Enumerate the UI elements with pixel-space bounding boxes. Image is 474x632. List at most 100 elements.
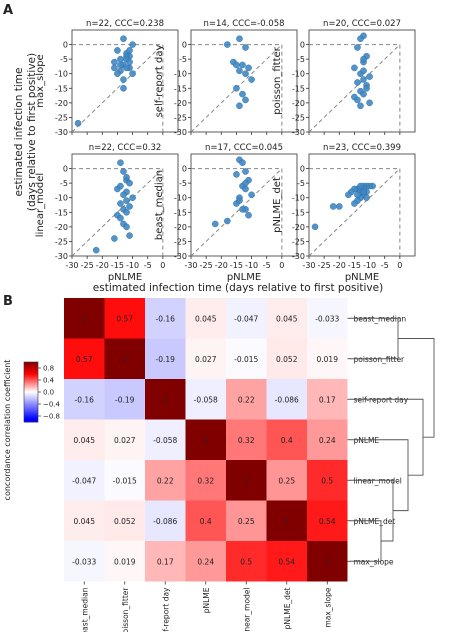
- colorbar-segment: [24, 373, 38, 375]
- heatmap-cell-label: 0.027: [195, 355, 217, 364]
- data-point: [126, 58, 133, 66]
- data-point: [245, 211, 252, 219]
- data-point: [123, 197, 130, 204]
- data-point: [239, 90, 246, 98]
- heatmap-cell: [64, 500, 105, 541]
- y-tick-label: -10: [292, 194, 305, 203]
- heatmap-cell-label: -0.033: [72, 557, 96, 566]
- heatmap-cell: [307, 460, 348, 501]
- heatmap-col-label: self-report day: [161, 587, 170, 632]
- y-tick-label: -15: [174, 84, 187, 93]
- heatmap-cell: [185, 298, 226, 339]
- colorbar-segment: [24, 397, 38, 399]
- heatmap-cell: [266, 460, 307, 501]
- heatmap-cell-label: 0.052: [276, 355, 298, 364]
- y-tick-label: -30: [292, 128, 305, 137]
- data-point: [233, 84, 240, 92]
- heatmap-row-label: pNLME_det: [354, 517, 396, 526]
- x-tick-label: -15: [348, 261, 361, 270]
- y-tick-label: -30: [55, 128, 68, 137]
- scatter-subplot-linear_model: n=22, CCC=0.32linear_model0-5-10-15-20-2…: [35, 143, 179, 283]
- data-point: [248, 76, 255, 83]
- y-tick-label: -20: [292, 99, 305, 108]
- heatmap-cell: [145, 379, 186, 420]
- colorbar-segment: [24, 383, 38, 385]
- identity-line: [190, 168, 283, 257]
- subplot-ylabel: poisson_fitter: [272, 46, 283, 114]
- heatmap-col-label: pNLME: [202, 587, 211, 613]
- y-tick-label: 0: [182, 165, 187, 174]
- data-point: [239, 159, 246, 167]
- colorbar-tick-label: 0.8: [43, 365, 54, 373]
- heatmap-cell-label: 0.019: [317, 355, 339, 364]
- heatmap-cell-label: 0.045: [74, 436, 96, 445]
- heatmap-cell: [145, 419, 186, 460]
- x-tick-label: -25: [81, 261, 94, 270]
- colorbar-segment: [24, 404, 38, 406]
- data-point: [363, 84, 370, 92]
- heatmap-cell-label: -0.19: [156, 355, 176, 364]
- data-point: [354, 79, 361, 86]
- scatter-subplot-self-report day: n=14, CCC=-0.058 self-report day 0 -5 -10 -15…: [154, 19, 298, 137]
- heatmap-cell-label: 0.24: [197, 557, 214, 566]
- identity-line: [71, 44, 164, 133]
- shared-xlabel: estimated infection time (days relative …: [93, 282, 383, 294]
- data-point: [233, 61, 240, 69]
- heatmap-cell: [104, 500, 145, 541]
- heatmap-cell: [266, 298, 307, 339]
- data-point: [129, 41, 136, 48]
- colorbar-segment: [24, 388, 38, 390]
- heatmap-cell: [64, 419, 105, 460]
- heatmap-row-label: beast_median: [354, 314, 407, 323]
- heatmap-cell: [226, 419, 267, 460]
- y-tick-label: -20: [55, 99, 68, 108]
- y-tick-label: -15: [174, 208, 187, 217]
- heatmap-cell: [104, 379, 145, 420]
- heatmap-cell-label: 0.32: [197, 476, 214, 485]
- data-point: [242, 179, 249, 187]
- colorbar-segment: [24, 370, 38, 372]
- heatmap-cell: [226, 460, 267, 501]
- data-point: [120, 76, 127, 83]
- y-tick-label: 0: [182, 41, 187, 50]
- colorbar-segment: [24, 402, 38, 404]
- dendrogram: [350, 317, 435, 562]
- panel-b-heatmap: 1 0.57 -0.16 0.045 -0.047 0.045 -0.033 0.57 1 -0.…: [3, 298, 435, 632]
- y-tick-label: -15: [55, 84, 68, 93]
- colorbar-tick-label: 0.0: [43, 389, 54, 397]
- y-tick-label: -30: [292, 252, 305, 261]
- scatter-subplot-poisson_fitter: n=20, CCC=0.027 poisson_fitter 0 -5 -10 -15 -2…: [272, 19, 416, 137]
- x-tick-label: -30: [302, 261, 315, 270]
- heatmap-cell-label: 0.052: [114, 517, 136, 526]
- data-point: [117, 182, 124, 190]
- y-tick-label: -10: [174, 194, 187, 203]
- heatmap-cell-label: 0.045: [276, 314, 298, 323]
- colorbar-segment: [24, 399, 38, 401]
- subplot-xlabel: pNLME: [227, 272, 261, 283]
- x-tick-label: -20: [333, 261, 346, 270]
- heatmap-cell-label: 0.24: [319, 436, 336, 445]
- subplot-title: n=23, CCC=0.399: [323, 143, 401, 153]
- heatmap-cell: [145, 298, 186, 339]
- heatmap-cell-label: 1: [163, 395, 168, 404]
- data-point: [236, 102, 243, 110]
- colorbar-segment: [24, 375, 38, 377]
- y-tick-label: -30: [174, 252, 187, 261]
- x-tick-label: -25: [318, 261, 331, 270]
- dendrogram-branch: [350, 317, 399, 360]
- heatmap-cell-label: -0.086: [275, 395, 299, 404]
- data-point: [114, 70, 121, 78]
- x-tick-label: -5: [263, 261, 271, 270]
- heatmap-cell-label: -0.058: [194, 395, 218, 404]
- scatter-subplot-pNLME_det: n=23, CCC=0.399pNLME_det0-5-10-15-20-25-…: [272, 143, 416, 283]
- heatmap-row-label: pNLME: [354, 436, 380, 445]
- data-point: [126, 47, 133, 54]
- y-tick-label: -5: [297, 179, 305, 188]
- dendrogram-branch: [350, 479, 394, 542]
- y-tick-label: -5: [297, 55, 305, 64]
- heatmap-cell-label: 1: [284, 517, 289, 526]
- y-tick-label: -5: [179, 55, 187, 64]
- colorbar-segment: [24, 362, 38, 364]
- data-point: [239, 206, 246, 213]
- heatmap-cell-label: -0.047: [72, 476, 96, 485]
